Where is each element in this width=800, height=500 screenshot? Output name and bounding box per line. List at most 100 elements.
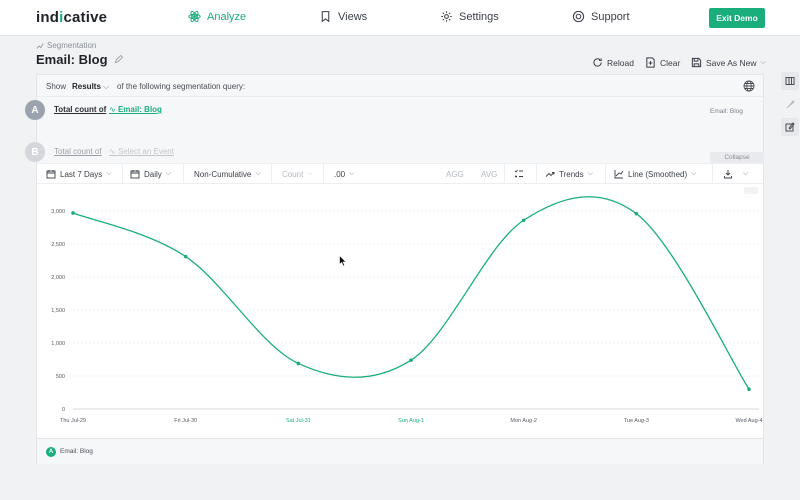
show-results-value: Results — [72, 82, 101, 91]
line-chart-icon — [614, 170, 624, 179]
nav-support[interactable]: Support — [572, 10, 630, 23]
line-chart: 0 500 1,000 1,500 2,000 2,500 3,000 Thu Jul-29 F… — [37, 185, 763, 438]
total-count-of-a[interactable]: Total count of — [54, 105, 107, 114]
nav-support-label: Support — [591, 10, 630, 23]
bookmark-icon — [321, 11, 330, 23]
decimals-label: .00 — [334, 169, 346, 179]
reload-label: Reload — [607, 57, 634, 68]
nav-settings-label: Settings — [459, 10, 499, 23]
chevron-down-icon: ⌵ — [255, 170, 261, 177]
y-tick-label: 3,000 — [51, 209, 65, 215]
data-point — [71, 211, 75, 215]
top-navigation-bar: indicative Analyze Views Settings Suppor… — [0, 0, 800, 36]
x-tick-label: Thu Jul-29 — [60, 418, 86, 424]
x-tick-label: Wed Aug-4 — [735, 418, 762, 424]
trend-arrow-icon — [545, 172, 555, 177]
breadcrumb-label: Segmentation — [47, 41, 97, 50]
show-results-select[interactable]: Results ⌵ — [72, 82, 109, 92]
brush-icon — [786, 100, 795, 109]
globe-icon[interactable] — [743, 80, 755, 92]
y-tick-label: 1,000 — [51, 341, 65, 347]
segmentation-panel: Show Results ⌵ of the following segmenta… — [25, 74, 764, 464]
agg-toggle[interactable]: AGG — [446, 169, 464, 179]
formula-list-icon — [514, 169, 523, 178]
chart-zoom-control — [744, 187, 758, 194]
page-title-text: Email: Blog — [36, 52, 108, 67]
cumulative-select[interactable]: Non-Cumulative ⌵ — [194, 164, 261, 184]
save-icon — [691, 57, 702, 68]
data-point — [634, 211, 639, 216]
line-chart-svg: 0 500 1,000 1,500 2,000 2,500 3,000 Thu Jul-29 F… — [51, 187, 763, 424]
measure-select[interactable]: Count ⌵ — [282, 164, 313, 184]
chart-toolbar: Last 7 Days ⌵ Daily ⌵ Non-Cumulative ⌵ C… — [37, 163, 763, 184]
data-point — [521, 218, 526, 223]
nav-analyze-label: Analyze — [207, 10, 247, 23]
toolbar-divider — [323, 164, 324, 184]
nav-analyze[interactable]: Analyze — [188, 10, 246, 23]
chart-legend[interactable]: A Email: Blog — [37, 438, 763, 464]
indicative-logo[interactable]: indicative — [36, 9, 107, 26]
atom-icon — [188, 10, 201, 23]
interval-select[interactable]: Daily ⌵ — [130, 164, 171, 184]
lifebuoy-icon — [572, 10, 585, 23]
y-tick-label: 0 — [62, 407, 65, 413]
date-range-select[interactable]: Last 7 Days ⌵ — [46, 164, 112, 184]
chevron-down-icon: ⌵ — [760, 58, 766, 66]
y-tick-label: 2,500 — [51, 242, 65, 248]
brush-tool[interactable] — [781, 96, 799, 114]
query-row-a: A Total count of ∿ Email: Blog Email: Bl… — [25, 97, 763, 121]
chart-type-select[interactable]: Line (Smoothed) ⌵ — [614, 164, 696, 184]
toolbar-divider — [122, 164, 123, 184]
collapse-button[interactable]: Collapse — [710, 152, 764, 163]
chevron-down-icon: ⌵ — [103, 82, 110, 91]
download-icon — [724, 170, 732, 179]
clear-label: Clear — [660, 57, 681, 68]
nav-views[interactable]: Views — [319, 10, 367, 23]
download-button[interactable]: ⌵ — [723, 164, 748, 184]
toolbar-divider — [712, 164, 713, 184]
chevron-down-icon: ⌵ — [587, 170, 593, 177]
segmentation-icon — [36, 42, 44, 49]
page-title: Email: Blog — [36, 52, 123, 67]
exit-demo-button[interactable]: Exit Demo — [709, 8, 765, 28]
y-tick-label: 2,000 — [51, 275, 65, 281]
legend-label: Email: Blog — [60, 448, 93, 455]
chart-type-label: Line (Smoothed) — [628, 169, 688, 179]
chevron-down-icon: ⌵ — [106, 170, 112, 177]
logo-text-post: cative — [63, 9, 108, 26]
cumulative-label: Non-Cumulative — [194, 169, 252, 179]
event-select-a[interactable]: ∿ Email: Blog — [109, 105, 162, 114]
edit-icon — [785, 122, 795, 132]
query-badge-a: A — [25, 100, 45, 120]
pencil-icon[interactable] — [114, 55, 123, 64]
chevron-down-icon: ⌵ — [307, 170, 313, 177]
avg-toggle[interactable]: AVG — [481, 169, 498, 179]
save-as-new-button[interactable]: Save As New ⌵ — [691, 57, 766, 68]
interval-label: Daily — [144, 169, 162, 179]
gear-icon — [441, 11, 452, 22]
formula-button[interactable] — [514, 164, 524, 184]
legend-badge: A — [46, 446, 56, 457]
decimals-select[interactable]: .00 ⌵ — [334, 164, 354, 184]
columns-tool[interactable] — [781, 72, 799, 90]
toolbar-divider — [504, 164, 505, 184]
save-label: Save As New — [706, 57, 757, 68]
edit-tool[interactable] — [781, 118, 799, 136]
toolbar-divider — [536, 164, 537, 184]
chevron-down-icon: ⌵ — [743, 170, 749, 177]
breadcrumb[interactable]: Segmentation — [36, 41, 96, 50]
measure-label: Count — [282, 169, 304, 179]
nav-settings[interactable]: Settings — [440, 10, 499, 23]
query-badge-b: B — [25, 142, 45, 162]
trends-select[interactable]: Trends ⌵ — [545, 164, 593, 184]
calendar-icon — [46, 170, 56, 179]
x-tick-label: Mon Aug-2 — [510, 418, 537, 424]
x-tick-label: Sun Aug-1 — [398, 418, 424, 424]
reload-button[interactable]: Reload — [592, 57, 634, 68]
x-tick-label: Fri Jul-30 — [174, 418, 197, 424]
event-select-b[interactable]: ∿ Select an Event — [109, 147, 174, 156]
show-row: Show Results ⌵ of the following segmenta… — [37, 75, 763, 97]
clear-button[interactable]: Clear — [645, 57, 680, 68]
data-point — [409, 358, 413, 362]
total-count-of-b[interactable]: Total count of — [54, 147, 102, 156]
